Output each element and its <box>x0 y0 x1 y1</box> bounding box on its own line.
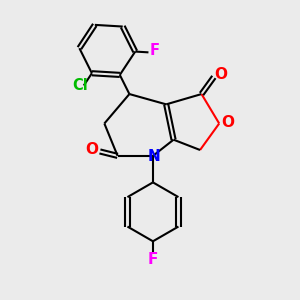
Text: O: O <box>214 67 227 82</box>
Text: F: F <box>150 44 160 59</box>
Text: Cl: Cl <box>72 78 88 93</box>
Text: F: F <box>148 252 158 267</box>
Text: O: O <box>221 115 234 130</box>
Text: N: N <box>147 149 160 164</box>
Text: O: O <box>85 142 98 158</box>
